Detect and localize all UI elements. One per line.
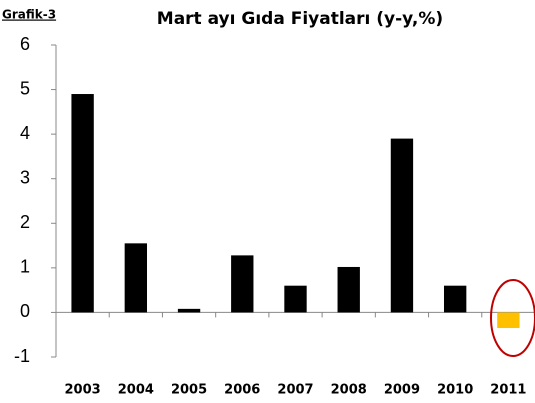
bar xyxy=(71,94,94,313)
x-tick-label: 2005 xyxy=(171,383,207,398)
y-tick-label: 6 xyxy=(20,34,30,54)
bar xyxy=(124,243,148,313)
bar xyxy=(231,255,254,313)
x-tick-label: 2004 xyxy=(118,383,154,398)
y-tick-label: -1 xyxy=(14,346,30,366)
x-tick-label: 2009 xyxy=(384,383,420,398)
bar xyxy=(337,266,360,313)
bar xyxy=(390,138,414,313)
x-tick-label: 2003 xyxy=(65,383,101,398)
y-tick-label: 4 xyxy=(20,123,30,143)
y-tick-label: 0 xyxy=(20,301,30,321)
chart-label: Grafik-3 xyxy=(2,8,56,22)
bar xyxy=(284,285,307,313)
highlight-circle xyxy=(490,279,535,357)
bar xyxy=(177,308,201,313)
y-tick-label: 1 xyxy=(20,257,30,277)
x-tick-label: 2010 xyxy=(437,383,473,398)
bar xyxy=(443,285,467,313)
x-tick-label: 2007 xyxy=(277,383,313,398)
bar xyxy=(497,312,520,329)
chart-title: Mart ayı Gıda Fiyatları (y-y,%) xyxy=(157,9,443,29)
x-tick-label: 2008 xyxy=(331,383,367,398)
y-tick-label: 5 xyxy=(20,78,30,98)
y-tick-label: 2 xyxy=(20,212,30,232)
x-tick-label: 2011 xyxy=(490,383,526,398)
x-tick-label: 2006 xyxy=(224,383,260,398)
y-tick-label: 3 xyxy=(20,167,30,187)
